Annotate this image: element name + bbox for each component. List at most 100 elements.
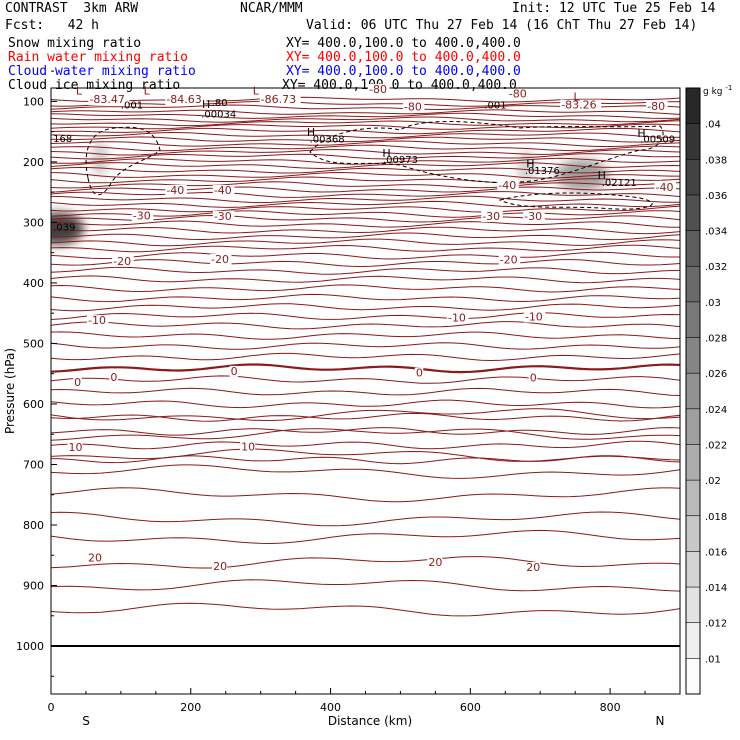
y-tick-label: 200 xyxy=(23,156,44,169)
isotherm-line xyxy=(51,427,680,436)
contour-label-bg xyxy=(88,94,130,106)
field-cloudwater-xy: XY= 400.0,100.0 to 400.0,400.0 xyxy=(286,64,521,79)
ice-value-label: .01376 xyxy=(525,166,560,177)
isotherm-label: 0 xyxy=(74,376,81,389)
contour-label-bg xyxy=(165,94,207,106)
isotherm-line xyxy=(51,352,680,362)
isotherm-line xyxy=(51,331,680,340)
isotherm-label: -80 xyxy=(404,100,422,113)
colorbar-swatch xyxy=(686,587,700,624)
contour-label-bg xyxy=(109,371,118,383)
contour-label-bg xyxy=(414,367,424,379)
low-marker: L xyxy=(573,91,580,104)
y-tick-label: 800 xyxy=(23,519,44,532)
isotherm-label: 10 xyxy=(241,441,255,454)
isotherm-line xyxy=(51,181,680,189)
isotherm-line xyxy=(51,190,680,198)
isotherm-label: 20 xyxy=(88,551,102,564)
y-axis-title: Pressure (hPa) xyxy=(3,348,17,434)
isotherm-label: -10 xyxy=(88,314,106,327)
colorbar-tick-label: .02 xyxy=(705,476,721,487)
field-rain-name: Rain water mixing ratio xyxy=(8,50,189,65)
colorbar-swatch xyxy=(686,480,700,517)
isotherm-line xyxy=(51,127,680,135)
contour-label-bg xyxy=(528,372,538,384)
isotherm-line xyxy=(51,120,680,127)
x-tick-label: 400 xyxy=(320,701,341,714)
ice-value-label: .001 xyxy=(484,101,506,112)
contour-label-bg xyxy=(87,552,103,564)
ice-dashed-contour xyxy=(498,192,653,210)
ice-value-label: .00509 xyxy=(640,135,675,146)
colorbar-tick-label: .01 xyxy=(705,654,721,665)
colorbar-swatch xyxy=(686,230,700,267)
y-tick-label: 100 xyxy=(23,95,44,108)
isotherm-line xyxy=(51,112,680,119)
isotherm-label: -40 xyxy=(166,184,184,197)
ice-value-label: .001 xyxy=(121,101,143,112)
isotherm-line xyxy=(51,171,680,179)
org-label: NCAR/MMM xyxy=(240,1,303,16)
isotherm-line xyxy=(51,166,680,174)
y-tick-label: 500 xyxy=(23,337,44,350)
isotherm-line xyxy=(51,342,680,350)
y-tick-label: 300 xyxy=(23,216,44,229)
contour-labels: -83.47 -84.63 -86.73 -83.26 -80 -80 -80 -80 -40 -… xyxy=(53,83,677,574)
contour-label-bg xyxy=(402,101,425,113)
high-marker: H xyxy=(526,158,534,171)
isotherm-line xyxy=(51,412,680,422)
contour-label-bg xyxy=(87,315,109,327)
colorbar-tick-label: .026 xyxy=(705,369,727,380)
isotherm-line xyxy=(51,284,680,293)
high-marker: H xyxy=(307,126,315,139)
isotherm-line xyxy=(51,131,680,139)
low-marker: L xyxy=(144,84,151,97)
y-tick-label: 900 xyxy=(23,580,44,593)
isotherm-line xyxy=(51,266,680,275)
isotherm-label: -10 xyxy=(448,312,466,325)
isotherm-line xyxy=(51,176,680,184)
isotherm-label: -40 xyxy=(498,179,516,192)
isotherm-line xyxy=(51,226,680,235)
isotherm-label: -20 xyxy=(113,255,131,268)
isotherm-line xyxy=(51,440,680,450)
isotherm-line xyxy=(51,214,680,223)
isotherm-line-lower xyxy=(51,448,680,462)
colorbar: .04 .038 .036 .034 .032 .03 .028 .026 .024 .022 .0… xyxy=(685,87,727,695)
low-marker: L xyxy=(253,84,260,97)
colorbar-swatch xyxy=(686,408,700,445)
contour-label-bg xyxy=(240,441,256,453)
field-snow-xy: XY= 400.0,100.0 to 400.0,400.0 xyxy=(286,36,521,51)
temperature-contours xyxy=(51,96,680,648)
high-marker: H xyxy=(598,169,606,182)
isotherm-line xyxy=(51,399,680,409)
colorbar-tick-label: .03 xyxy=(705,298,721,309)
contour-label-bg xyxy=(259,94,301,106)
isotherm-label: -40 xyxy=(214,184,232,197)
contour-label-bg xyxy=(367,83,390,95)
isotherm-line-lower xyxy=(51,556,680,569)
isotherm-line-lower xyxy=(51,487,680,503)
contour-label-bg xyxy=(481,210,503,222)
isotherm-line xyxy=(51,238,680,247)
contour-label-bg xyxy=(212,560,228,572)
y-tick-label: 1000 xyxy=(16,640,44,653)
isotherm-line-lower xyxy=(51,602,680,617)
isotherm-line xyxy=(51,210,680,218)
isotherm-line xyxy=(51,220,680,228)
isotherm-label: -83.47 xyxy=(89,93,124,106)
contour-label-bg xyxy=(131,210,154,222)
contour-label-bg xyxy=(112,255,134,267)
isotherm-line-lower xyxy=(51,529,680,545)
cloud-ice-dashed-contours xyxy=(85,121,664,210)
isotherm-line xyxy=(51,157,680,165)
isotherm-line xyxy=(51,244,680,253)
isotherm-label: -80 xyxy=(369,83,387,96)
colorbar-tick-label: .028 xyxy=(705,334,727,345)
isotherm-line xyxy=(51,116,680,123)
isotherm-line xyxy=(51,144,680,152)
ice-value-label: .00368 xyxy=(310,135,345,146)
isotherm-line xyxy=(51,251,680,260)
colorbar-tick-label: .038 xyxy=(705,155,727,166)
